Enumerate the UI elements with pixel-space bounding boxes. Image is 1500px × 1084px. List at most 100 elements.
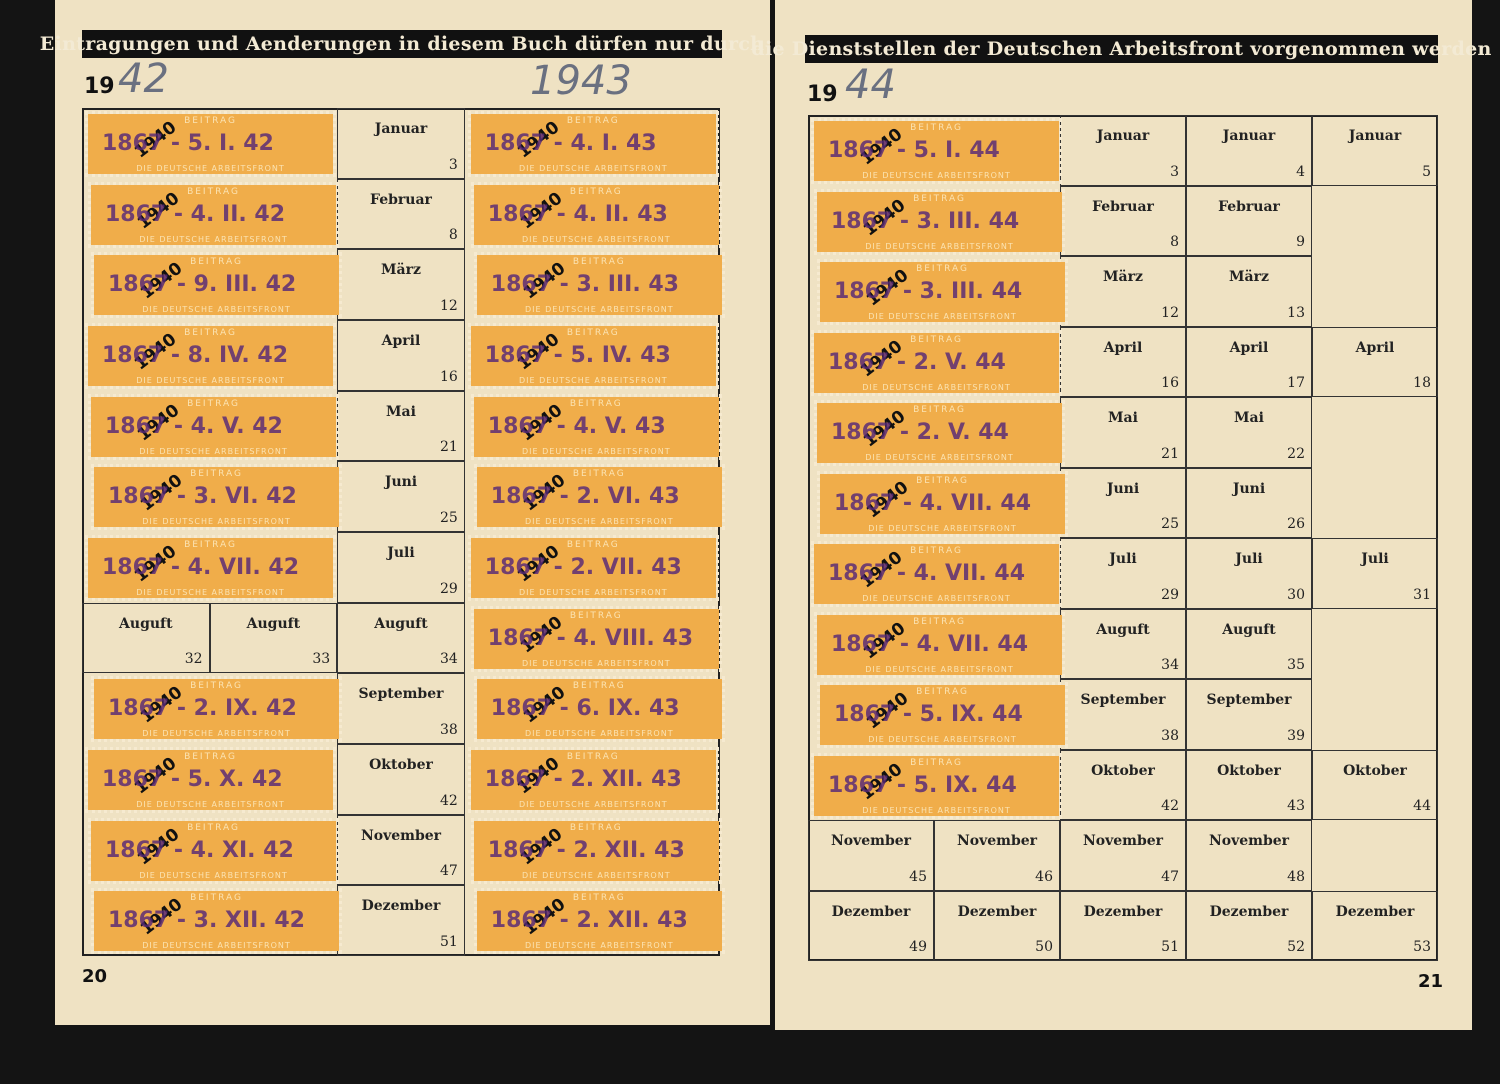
week-number: 51 [439, 933, 458, 950]
stamp-label: BEITRAG [572, 469, 626, 480]
week-number: 5 [1422, 163, 1431, 180]
cell: Januar 4 [1186, 115, 1312, 186]
cell: Februar 9 [1186, 185, 1312, 256]
week-number: 42 [439, 792, 458, 809]
stamp: BEITRAG DIE DEUTSCHE ARBEITSFRONT 1940 1867… [814, 400, 1065, 466]
stamp-label: BEITRAG [572, 257, 626, 268]
stamp: BEITRAG DIE DEUTSCHE ARBEITSFRONT 1940 1867… [88, 393, 339, 460]
month-label: April [1229, 339, 1269, 356]
cell: Januar 3 [337, 108, 465, 179]
stamp-footer: DIE DEUTSCHE ARBEITSFRONT [862, 594, 1011, 603]
stamp: BEITRAG DIE DEUTSCHE ARBEITSFRONT 1940 1867… [88, 181, 339, 248]
stamp-footer: DIE DEUTSCHE ARBEITSFRONT [868, 735, 1017, 744]
week-number: 25 [439, 509, 458, 526]
week-number: 49 [909, 939, 927, 955]
cancellation: 1867 - 5. IX. 44 [828, 772, 1017, 798]
stamp: BEITRAG DIE DEUTSCHE ARBEITSFRONT 1940 1867… [811, 118, 1062, 184]
stamp: BEITRAG DIE DEUTSCHE ARBEITSFRONT 1940 1867… [91, 888, 342, 955]
stamp: BEITRAG DIE DEUTSCHE ARBEITSFRONT 1940 1867… [467, 323, 719, 389]
cancellation: 1867 - 5. I. 42 [102, 131, 274, 156]
stamp: BEITRAG DIE DEUTSCHE ARBEITSFRONT 1940 1867… [470, 181, 722, 248]
week-number: 50 [1035, 939, 1053, 955]
cancellation: 1867 - 3. III. 43 [490, 272, 679, 298]
cell: September 38 [337, 673, 465, 744]
cell: Juli 30 [1186, 538, 1312, 609]
week-number: 25 [1161, 516, 1179, 532]
month-label: April [1103, 339, 1143, 356]
week-number: 29 [1161, 586, 1179, 603]
cancellation: 1867 - 4. VII. 44 [831, 631, 1029, 657]
cell: Auguft 32 [82, 602, 210, 674]
stamp-label: BEITRAG [910, 123, 963, 133]
month-label: Auguft [374, 615, 428, 632]
cancellation: 1867 - 5. I. 44 [828, 138, 1000, 163]
year-prefix: 19 [84, 74, 115, 99]
stamp-label: BEITRAG [916, 687, 969, 697]
header-bar: Eintragungen und Aenderungen in diesem B… [40, 30, 764, 58]
week-number: 29 [439, 580, 458, 597]
month-label: Juli [1109, 551, 1137, 567]
stamp-label: BEITRAG [569, 186, 623, 197]
stamp-footer: DIE DEUTSCHE ARBEITSFRONT [142, 305, 291, 315]
handwritten-year: 42 [118, 56, 169, 102]
cell: Juni 25 [337, 461, 465, 532]
stamp-footer: DIE DEUTSCHE ARBEITSFRONT [865, 664, 1014, 674]
stamp-label: BEITRAG [569, 822, 623, 833]
stamp-footer: DIE DEUTSCHE ARBEITSFRONT [862, 171, 1011, 180]
stamp-label: BEITRAG [916, 264, 969, 274]
cell: November 45 [808, 820, 934, 891]
month-label: Auguft [1096, 621, 1150, 638]
month-label: Juni [384, 474, 418, 491]
stamp-footer: DIE DEUTSCHE ARBEITSFRONT [519, 376, 668, 385]
stamp: BEITRAG DIE DEUTSCHE ARBEITSFRONT 1940 1867… [811, 541, 1062, 607]
month-label: März [1229, 269, 1269, 285]
cell: November 47 [337, 814, 465, 886]
cancellation: 1867 - 2. XII. 43 [490, 908, 688, 934]
week-number: 35 [1287, 657, 1305, 673]
week-number: 34 [1161, 657, 1179, 673]
month-label: Auguft [1222, 621, 1276, 638]
stamp: BEITRAG DIE DEUTSCHE ARBEITSFRONT 1940 1867… [473, 252, 725, 319]
cancellation: 1867 - 8. IV. 42 [102, 343, 289, 368]
cell: Februar 8 [337, 178, 465, 250]
stamp: BEITRAG DIE DEUTSCHE ARBEITSFRONT 1940 1867… [467, 111, 719, 177]
cell: Auguft 33 [209, 602, 338, 674]
stamp: BEITRAG DIE DEUTSCHE ARBEITSFRONT 1940 1867… [814, 188, 1065, 255]
cell: Juni 26 [1186, 467, 1312, 538]
month-label: Juli [1361, 551, 1389, 567]
month-label: Oktober [1217, 762, 1281, 779]
cell: April 17 [1186, 326, 1312, 397]
month-label: November [956, 833, 1038, 849]
cell: November 46 [934, 820, 1060, 891]
stamp-footer: DIE DEUTSCHE ARBEITSFRONT [522, 658, 671, 668]
stamp-footer: DIE DEUTSCHE ARBEITSFRONT [862, 805, 1011, 815]
cell: November 48 [1186, 820, 1312, 891]
stamp-label: BEITRAG [916, 475, 969, 486]
cancellation: 1867 - 3. VI. 42 [108, 484, 297, 510]
month-label: März [1103, 269, 1143, 285]
month-label: Januar [1222, 128, 1276, 144]
stamp-label: BEITRAG [913, 193, 966, 204]
stamp: BEITRAG DIE DEUTSCHE ARBEITSFRONT 1940 1867… [85, 747, 336, 813]
month-label: März [381, 262, 421, 279]
week-number: 34 [439, 651, 458, 668]
month-label: Januar [1348, 128, 1402, 144]
stamp: BEITRAG DIE DEUTSCHE ARBEITSFRONT 1940 1867… [88, 817, 339, 884]
stamp: BEITRAG DIE DEUTSCHE ARBEITSFRONT 1940 1867… [811, 329, 1062, 396]
week-number: 13 [1287, 304, 1305, 321]
cancellation: 1867 - 4. V. 43 [487, 413, 666, 439]
cell: Januar 3 [1060, 115, 1186, 186]
month-label: Oktober [369, 757, 433, 773]
month-label: November [830, 833, 912, 849]
stamp-label: BEITRAG [190, 469, 243, 480]
cell: Mai 21 [1060, 397, 1186, 468]
cell: Oktober 42 [1060, 749, 1186, 820]
stamp: BEITRAG DIE DEUTSCHE ARBEITSFRONT 1940 1867… [817, 682, 1068, 748]
stamp-footer: DIE DEUTSCHE ARBEITSFRONT [136, 588, 285, 597]
cancellation: 1867 - 4. VII. 44 [828, 561, 1026, 586]
week-number: 16 [1161, 375, 1179, 391]
stamp-label: BEITRAG [913, 405, 966, 415]
cancellation: 1867 - 2. V. 44 [831, 420, 1009, 445]
stamp: BEITRAG DIE DEUTSCHE ARBEITSFRONT 1940 1867… [817, 259, 1068, 325]
week-number: 43 [1287, 798, 1305, 814]
